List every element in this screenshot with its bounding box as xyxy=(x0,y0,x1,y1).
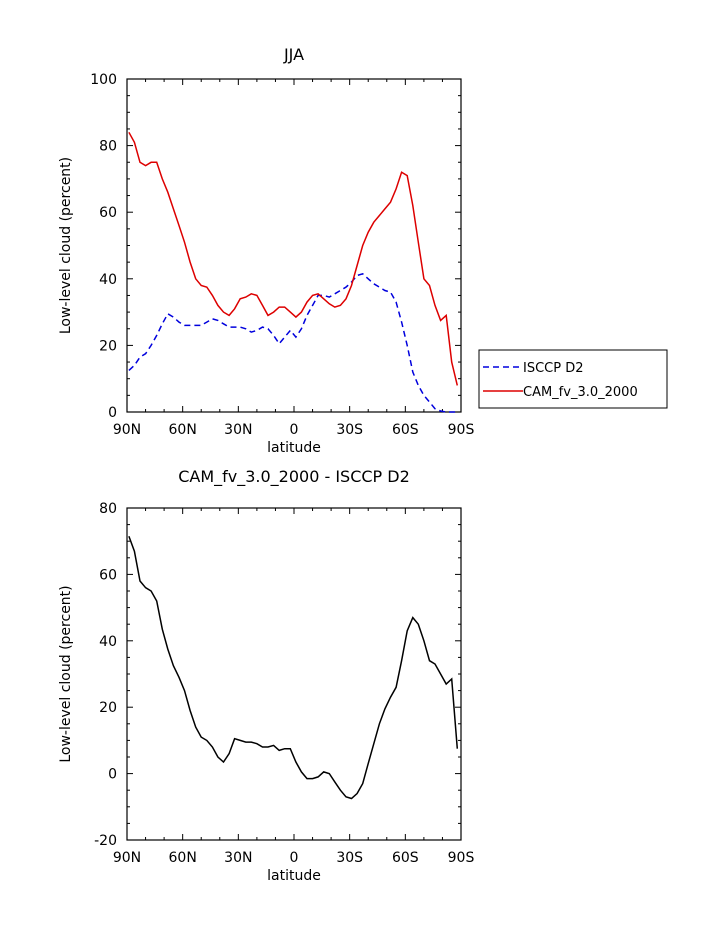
y-tick-label: 100 xyxy=(90,72,117,88)
x-tick-label: 60N xyxy=(169,422,197,438)
y-tick-label: 0 xyxy=(108,767,117,783)
panel-bottom-chart: CAM_fv_3.0_2000 - ISCCP D2 90N 60N 30N 0 30S 6… xyxy=(58,467,474,884)
chart-title: CAM_fv_3.0_2000 - ISCCP D2 xyxy=(178,467,410,487)
x-tick-label: 30S xyxy=(336,422,363,438)
panel-top-chart: JJA 90N 60N 30N 0 30S 60S 90S 0 20 40 60 80 100 latitu… xyxy=(58,45,668,456)
x-axis-label: latitude xyxy=(267,868,321,884)
x-tick-label: 30N xyxy=(224,422,252,438)
y-tick-label: 60 xyxy=(99,567,117,583)
x-tick-label: 60S xyxy=(392,850,419,866)
x-tick-label: 90S xyxy=(448,422,475,438)
x-tick-label: 30N xyxy=(224,850,252,866)
series-line-cam-fv-3-0-2000 xyxy=(128,131,459,386)
x-tick-label: 0 xyxy=(290,422,299,438)
y-tick-label: 20 xyxy=(99,700,117,716)
x-tick-label: 90N xyxy=(113,422,141,438)
x-tick-label: 60S xyxy=(392,422,419,438)
legend-label: CAM_fv_3.0_2000 xyxy=(523,385,638,400)
legend-label: ISCCP D2 xyxy=(523,361,584,376)
y-tick-label: 0 xyxy=(108,405,117,421)
x-tick-label: 30S xyxy=(336,850,363,866)
legend-box xyxy=(478,349,668,409)
legend: ISCCP D2 CAM_fv_3.0_2000 xyxy=(478,349,668,409)
y-tick-label: 60 xyxy=(99,205,117,221)
chart-title: JJA xyxy=(283,45,304,64)
y-axis-label: Low-level cloud (percent) xyxy=(58,585,74,762)
y-tick-label: 80 xyxy=(99,139,117,155)
y-axis-label: Low-level cloud (percent) xyxy=(58,157,74,334)
x-tick-label: 0 xyxy=(290,850,299,866)
x-axis-label: latitude xyxy=(267,440,321,456)
series-line-difference xyxy=(128,535,459,800)
y-tick-label: 20 xyxy=(99,338,117,354)
y-tick-label: -20 xyxy=(94,833,117,849)
x-tick-label: 60N xyxy=(169,850,197,866)
x-tick-label: 90N xyxy=(113,850,141,866)
series-line-isccp-d2 xyxy=(128,272,458,413)
x-tick-label: 90S xyxy=(448,850,475,866)
y-tick-label: 40 xyxy=(99,272,117,288)
y-tick-label: 80 xyxy=(99,501,117,517)
y-tick-label: 40 xyxy=(99,634,117,650)
